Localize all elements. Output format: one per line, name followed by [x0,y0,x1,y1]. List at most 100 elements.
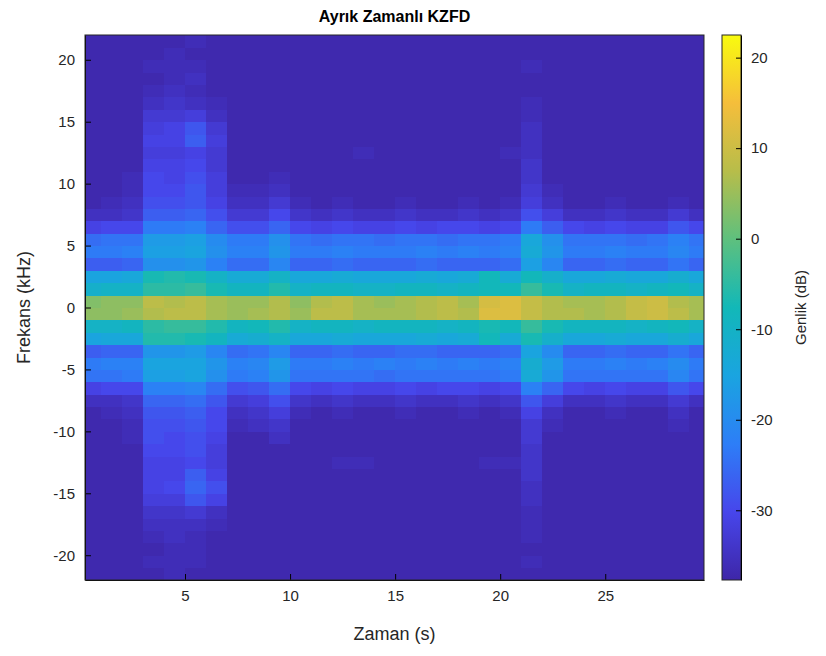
cell [85,146,101,159]
cell [563,394,585,407]
cell [353,85,375,98]
cell [206,221,228,234]
cell [122,543,144,556]
cell [206,72,228,85]
cell [206,233,228,246]
cell [584,555,606,568]
cell [395,506,417,519]
cell [626,196,648,209]
cell [626,431,648,444]
cell [479,481,501,494]
cell [122,35,144,48]
cell [248,431,270,444]
cell [85,85,101,98]
cell [437,469,459,482]
cell [185,357,207,370]
cell [122,233,144,246]
cell [584,184,606,197]
cell [269,407,291,420]
cell [689,134,704,147]
cell [479,419,501,432]
cell [311,159,333,172]
cell [164,493,186,506]
cell [143,320,165,333]
cell [500,382,522,395]
cell [500,419,522,432]
cell [416,122,438,135]
cell [668,530,690,543]
cell [332,258,354,271]
cell [101,85,123,98]
cell [290,184,312,197]
cell [521,134,543,147]
cell [164,122,186,135]
cell [85,159,101,172]
cell [584,394,606,407]
cell [605,109,627,122]
cell [290,493,312,506]
cell [85,308,101,321]
cell [458,283,480,296]
cell [563,159,585,172]
cell [479,159,501,172]
cell [85,196,101,209]
cell [647,394,669,407]
cell [185,444,207,457]
cell [521,47,543,60]
cell [143,47,165,60]
cell [164,369,186,382]
cell [542,456,564,469]
cell [290,555,312,568]
cell [479,456,501,469]
cell [311,481,333,494]
cell [206,506,228,519]
cell [500,332,522,345]
cell [290,35,312,48]
cell [164,109,186,122]
cell [605,146,627,159]
cell [101,481,123,494]
cell [311,171,333,184]
cell [521,72,543,85]
cell [85,295,101,308]
cell [185,456,207,469]
cell [311,47,333,60]
cell [248,382,270,395]
cell [605,456,627,469]
cell [269,518,291,531]
cell [437,270,459,283]
cell [647,246,669,259]
cell [689,382,704,395]
cell [374,456,396,469]
cell [164,146,186,159]
cell [227,221,249,234]
cell [689,184,704,197]
cell [206,320,228,333]
cell [164,283,186,296]
cell [311,456,333,469]
cell [584,456,606,469]
cell [542,208,564,221]
cell [374,481,396,494]
cell [353,60,375,73]
cell [563,419,585,432]
cell [206,543,228,556]
cell [353,221,375,234]
cell [437,357,459,370]
cell [437,35,459,48]
colorbar-axis-tick-label: -30 [751,502,773,519]
cell [416,221,438,234]
y-axis-tick-label: 5 [67,237,75,254]
cell [479,506,501,519]
cell [269,35,291,48]
cell [626,109,648,122]
cell [164,530,186,543]
cell [85,97,101,110]
cell [542,146,564,159]
cell [206,270,228,283]
cell [563,85,585,98]
cell [290,109,312,122]
cell [353,122,375,135]
cell [164,270,186,283]
cell [458,543,480,556]
